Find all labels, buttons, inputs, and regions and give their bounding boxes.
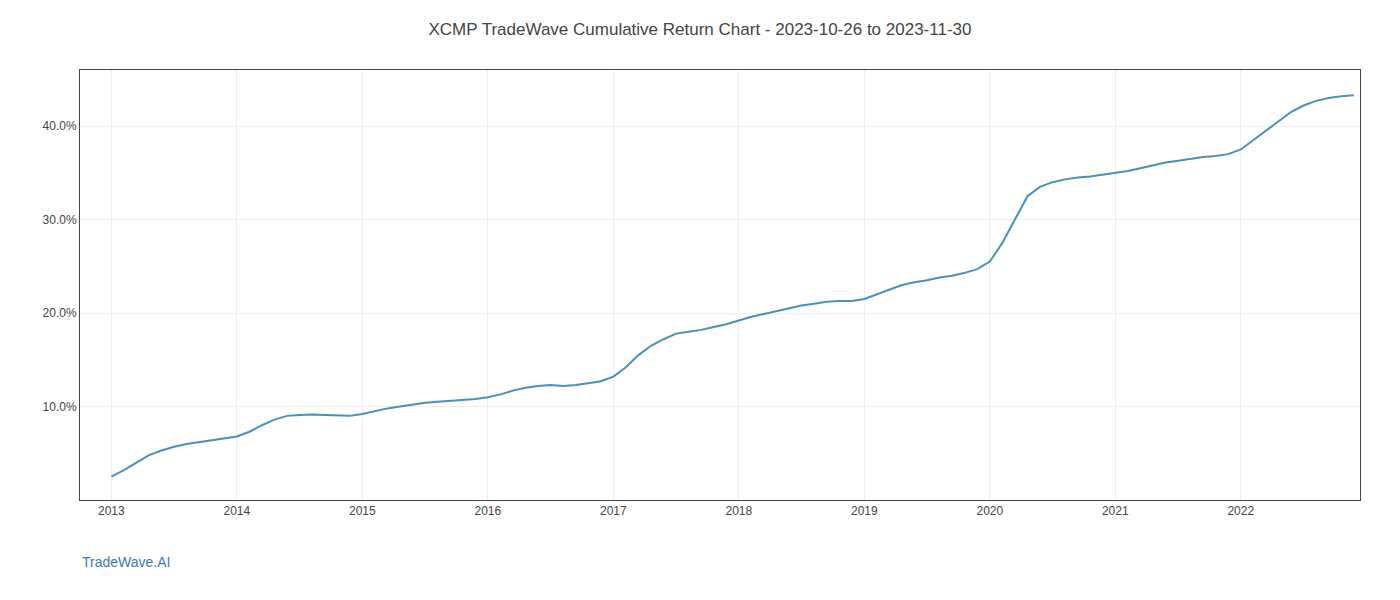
- svg-text:2017: 2017: [600, 504, 627, 518]
- svg-text:2020: 2020: [976, 504, 1003, 518]
- svg-text:XCMP TradeWave Cumulative Retu: XCMP TradeWave Cumulative Return Chart -…: [428, 20, 971, 39]
- svg-text:2013: 2013: [98, 504, 125, 518]
- svg-text:2015: 2015: [349, 504, 376, 518]
- svg-text:2018: 2018: [725, 504, 752, 518]
- svg-text:20.0%: 20.0%: [43, 306, 77, 320]
- svg-text:10.0%: 10.0%: [43, 400, 77, 414]
- svg-text:40.0%: 40.0%: [43, 119, 77, 133]
- svg-text:2022: 2022: [1227, 504, 1254, 518]
- svg-text:2014: 2014: [224, 504, 251, 518]
- svg-text:30.0%: 30.0%: [43, 213, 77, 227]
- svg-text:2016: 2016: [474, 504, 501, 518]
- svg-text:TradeWave.AI: TradeWave.AI: [82, 554, 170, 570]
- svg-text:2019: 2019: [851, 504, 878, 518]
- svg-text:2021: 2021: [1102, 504, 1129, 518]
